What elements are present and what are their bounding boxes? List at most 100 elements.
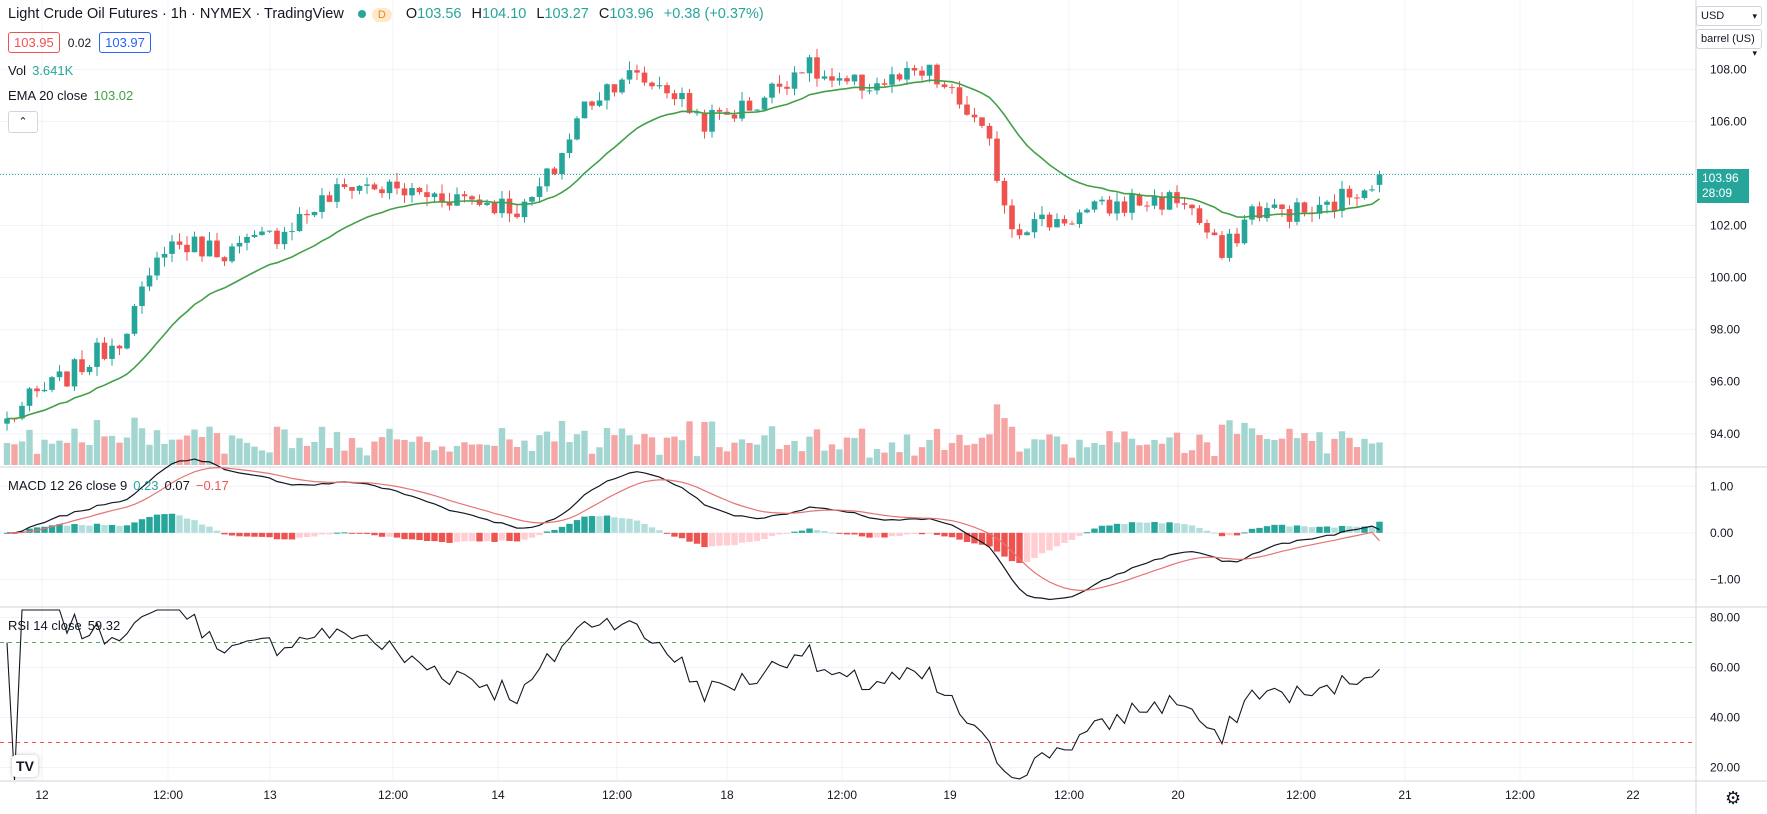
time-axis-tick: 12:00 [153,788,183,802]
chevron-up-icon: ⌃ [18,116,28,128]
macd-histogram-bar [806,528,813,533]
volume-bar [288,448,296,465]
candle-body [79,359,85,373]
macd-histogram-bar [1263,526,1271,533]
macd-histogram-bar [71,524,78,533]
rsi-axis-tick: 80.00 [1710,611,1740,625]
macd-legend[interactable]: MACD 12 26 close 9 0.23 0.07 −0.17 [8,478,229,493]
candle-body [1076,212,1083,224]
collapse-legend-button[interactable]: ⌃ [8,111,38,133]
symbol-header: Light Crude Oil Futures · 1h · NYMEX · T… [8,6,770,22]
macd-histogram-bar [693,532,701,544]
delayed-data-badge[interactable]: D [371,8,392,22]
candle-body [154,257,160,276]
macd-histogram-bar [888,532,896,537]
symbol-name[interactable]: Light Crude Oil Futures [8,6,158,22]
macd-histogram-bar [963,532,971,542]
candle-body [56,371,63,378]
time-axis-tick: 22 [1626,788,1640,802]
volume-bar [1136,445,1143,465]
volume-bar [693,456,701,465]
candle-body [694,112,700,114]
macd-histogram-bar [1301,526,1308,533]
candle-body [866,90,873,92]
macd-histogram-bar [596,516,603,533]
volume-bar [1241,422,1248,465]
market-open-status-icon [357,9,366,18]
volume-legend[interactable]: Vol 3.641K [8,63,73,78]
macd-histogram-bar [1271,524,1278,533]
macd-histogram-bar [101,525,108,533]
volume-bar [566,442,573,465]
candle-body [859,74,865,91]
candle-body [1166,192,1173,210]
volume-bar [581,430,588,465]
volume-bar [1076,439,1083,465]
macd-histogram-bar [138,519,146,533]
buy-price-button[interactable]: 103.97 [99,32,151,53]
volume-bar [168,439,176,465]
volume-bar [386,428,393,465]
volume-bar [1008,426,1016,465]
ema-value: 103.02 [93,88,134,103]
macd-histogram-bar [288,532,296,540]
macd-histogram-bar [581,516,588,533]
unit-value: barrel (US) [1701,33,1755,45]
macd-histogram-bar [1286,526,1293,533]
currency-select[interactable]: USD ▾ [1696,6,1762,26]
volume-bar [243,442,251,465]
macd-histogram-bar [363,532,371,534]
candle-body [1106,199,1113,214]
macd-histogram-bar [183,518,191,533]
volume-bar [686,421,693,465]
macd-histogram-bar [528,532,536,538]
macd-histogram-bar [641,523,648,533]
macd-histogram-bar [168,513,176,533]
candle-body [1346,188,1353,198]
ema-legend[interactable]: EMA 20 close 103.02 [8,88,133,103]
candle-body [19,405,25,419]
macd-axis-tick: −1.00 [1710,572,1741,586]
macd-histogram-bar [768,532,776,536]
candle-body [259,231,265,235]
price-axis-tick: 108.00 [1710,62,1747,76]
macd-signal-line [7,466,1380,592]
sell-price-button[interactable]: 103.95 [8,32,60,53]
macd-histogram-bar [536,532,543,536]
macd-histogram-bar [423,532,431,542]
volume-bar [258,450,266,465]
tradingview-logo-icon[interactable]: TV [12,755,38,777]
candle-body [581,101,588,119]
volume-bar [506,439,513,465]
volume-bar [1113,442,1121,465]
volume-bar [1031,439,1038,465]
volume-bar [1338,431,1346,465]
candle-body [371,184,378,190]
candle-body [304,213,310,216]
volume-bar [153,430,161,465]
interval[interactable]: 1h [170,6,187,22]
macd-histogram-bar [296,532,303,538]
rsi-label: RSI 14 close [8,618,82,633]
rsi-legend[interactable]: RSI 14 close 59.32 [8,618,120,633]
spread-value: 0.02 [67,36,92,50]
time-axis-tick: 18 [720,788,734,802]
volume-bar [446,451,453,465]
volume-bar [1226,420,1233,465]
volume-bar [836,449,843,465]
unit-select[interactable]: barrel (US) ▾ [1696,29,1762,58]
candle-body [949,87,955,89]
macd-histogram-bar [63,525,71,533]
candle-body [1046,214,1053,228]
volume-bar [813,429,821,465]
macd-histogram-bar [438,532,446,543]
volume-bar [536,435,543,465]
gear-icon[interactable]: ⚙ [1725,788,1742,808]
macd-histogram-bar [221,532,228,535]
volume-bar [678,440,686,465]
macd-histogram-bar [386,532,393,537]
candle-body [229,246,235,262]
volume-bar [1106,431,1113,465]
macd-histogram-bar [1376,521,1383,533]
